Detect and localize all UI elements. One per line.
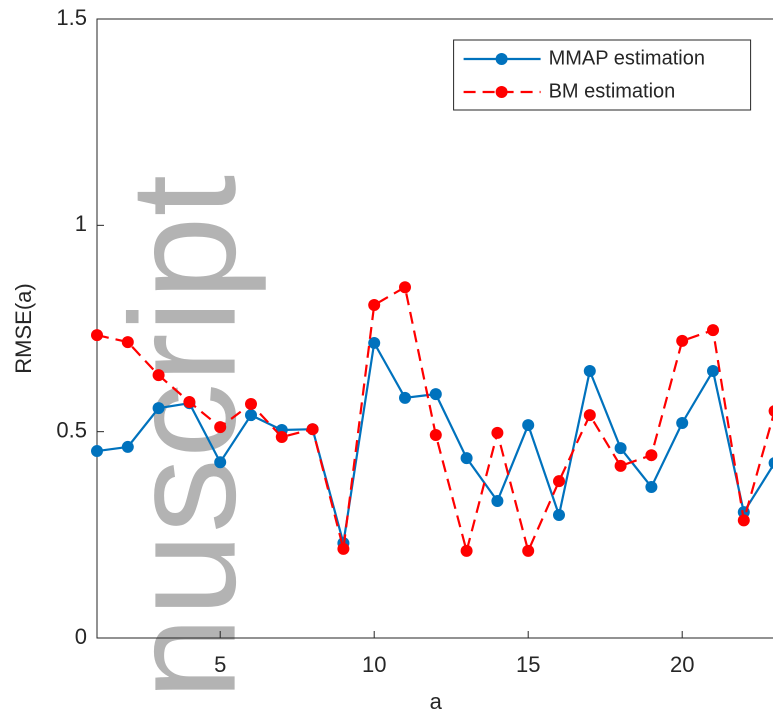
y-tick-label: 0.5: [56, 417, 87, 442]
data-point: [553, 475, 565, 488]
data-point: [121, 336, 134, 349]
data-point: [368, 298, 381, 311]
data-point: [275, 431, 288, 444]
data-point: [768, 405, 773, 417]
legend-label: BM estimation: [549, 80, 676, 102]
data-point: [460, 452, 473, 465]
data-point: [399, 391, 411, 404]
data-point: [183, 395, 196, 408]
data-point: [614, 442, 627, 455]
data-point: [245, 409, 257, 422]
data-point: [707, 324, 719, 337]
data-point: [491, 494, 504, 507]
data-point: [337, 542, 350, 555]
data-point: [460, 544, 473, 557]
data-point: [737, 514, 750, 527]
data-point: [306, 423, 319, 436]
data-point: [522, 419, 535, 432]
data-point: [214, 456, 227, 469]
data-point: [583, 409, 596, 422]
legend-marker: [495, 86, 508, 98]
data-point: [429, 428, 442, 441]
data-point: [152, 369, 165, 382]
data-point: [245, 398, 257, 411]
data-point: [768, 457, 773, 469]
data-point: [91, 329, 103, 342]
legend-marker: [495, 53, 508, 65]
y-tick-label: 1.5: [56, 5, 87, 30]
data-point: [583, 365, 596, 378]
legend-box: [453, 39, 752, 111]
legend-label: MMAP estimation: [549, 47, 705, 69]
data-point: [214, 421, 227, 434]
data-point: [91, 445, 103, 458]
data-point: [491, 426, 504, 439]
y-axis-label: RMSE(a): [11, 283, 36, 373]
data-point: [368, 336, 381, 349]
data-point: [429, 388, 442, 401]
y-tick-label: 0: [75, 624, 87, 649]
data-point: [399, 281, 411, 294]
data-point: [645, 480, 658, 493]
data-point: [707, 365, 719, 378]
y-tick-label: 1: [75, 211, 87, 236]
data-point: [522, 544, 535, 557]
plot-area: [96, 18, 773, 639]
x-tick-label: 5: [214, 652, 226, 677]
data-point: [553, 509, 565, 522]
watermark: nuscript: [99, 175, 267, 700]
x-tick-label: 15: [516, 652, 540, 677]
data-point: [676, 334, 689, 347]
data-point: [152, 402, 165, 415]
x-tick-label: 20: [670, 652, 694, 677]
x-tick-label: 10: [362, 652, 386, 677]
data-point: [121, 440, 134, 453]
data-point: [676, 417, 689, 430]
data-point: [645, 449, 658, 462]
x-axis-label: a: [430, 689, 443, 714]
data-point: [614, 459, 627, 472]
